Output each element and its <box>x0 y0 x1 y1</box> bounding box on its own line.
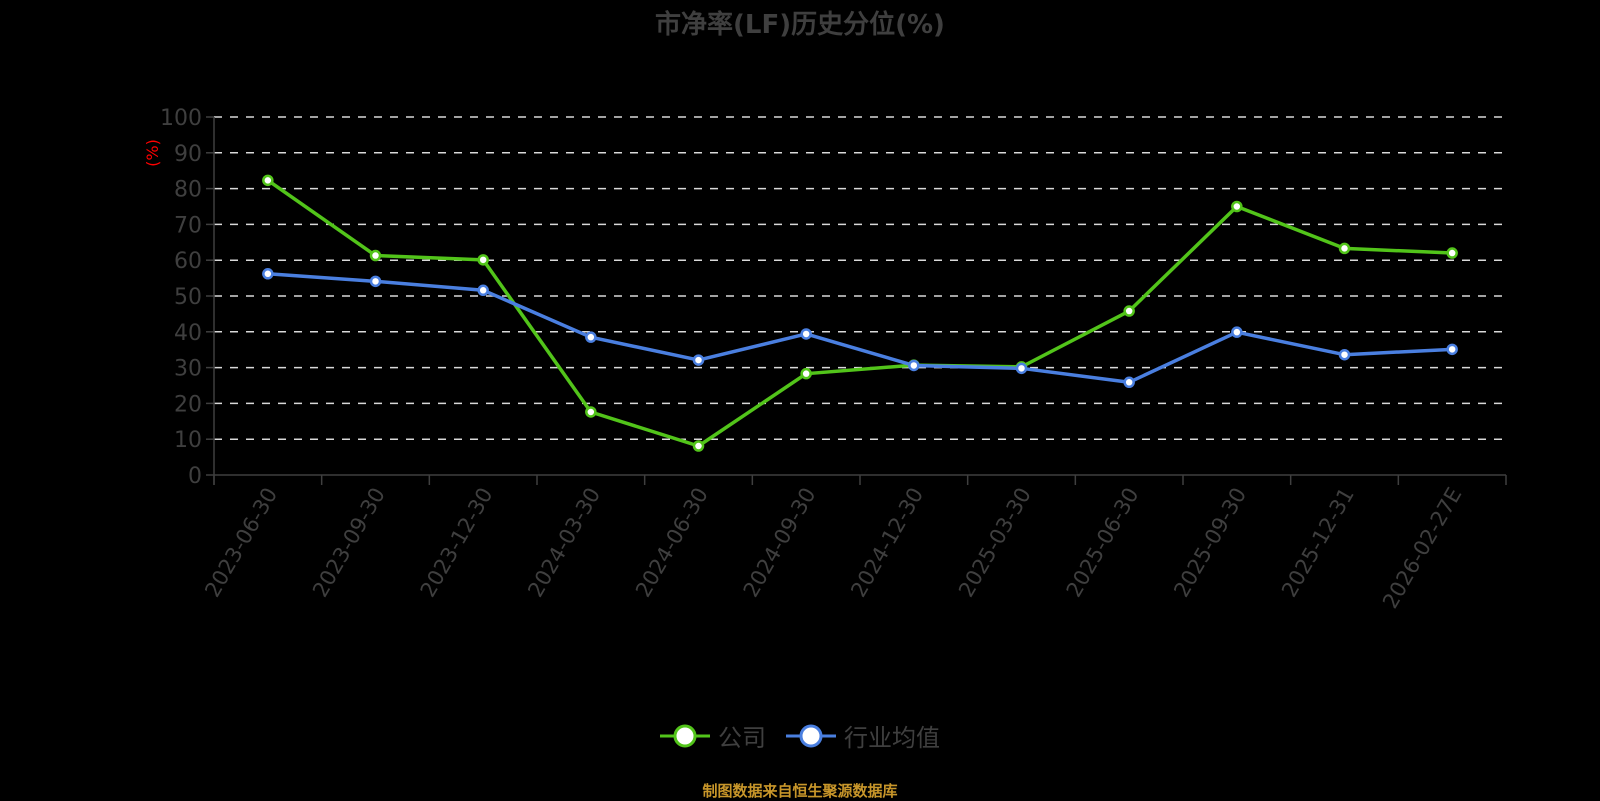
x-tick-label: 2026-02-27E <box>1378 484 1466 613</box>
company-data-point[interactable] <box>1446 247 1458 259</box>
y-tick-label: 20 <box>174 392 202 417</box>
x-tick-label: 2024-03-30 <box>523 484 605 602</box>
y-tick-label: 30 <box>174 357 202 382</box>
x-tick-label: 2024-06-30 <box>631 484 713 602</box>
x-tick-label: 2023-12-30 <box>416 484 498 602</box>
industry-line <box>267 272 1453 385</box>
industry-data-point[interactable] <box>477 284 489 297</box>
company-data-point[interactable] <box>262 174 274 187</box>
y-tick-label: 10 <box>174 428 202 453</box>
line-chart: 0 10 20 30 40 50 60 70 80 90 100 (%) 2023-06-30 2023-… <box>143 106 1507 613</box>
y-tick-label: 80 <box>174 178 202 203</box>
y-tick-label: 50 <box>174 285 202 310</box>
y-axis-unit-label: (%) <box>143 139 162 167</box>
x-tick-label: 2025-06-30 <box>1062 484 1144 602</box>
y-tick-label: 0 <box>188 464 202 489</box>
company-data-point[interactable] <box>1231 200 1243 213</box>
data-source-note: 制图数据来自恒生聚源数据库 <box>702 782 898 800</box>
legend-item-company[interactable]: 公司 <box>660 718 766 753</box>
industry-data-point[interactable] <box>1015 362 1028 375</box>
industry-data-point[interactable] <box>908 359 920 372</box>
company-data-point[interactable] <box>1338 242 1351 255</box>
company-line <box>266 178 1453 448</box>
company-data-point[interactable] <box>477 254 489 266</box>
x-tick-label: 2025-03-30 <box>954 484 1036 602</box>
legend-item-industry[interactable]: 行业均值 <box>786 718 940 753</box>
industry-data-point[interactable] <box>692 354 705 366</box>
x-tick-label: 2023-06-30 <box>200 484 282 602</box>
industry-data-point[interactable] <box>262 268 274 280</box>
legend-marker-industry-icon <box>786 724 836 747</box>
chart-title: 市净率(LF)历史分位(%) <box>655 10 945 40</box>
x-tick-label: 2025-12-31 <box>1277 484 1359 602</box>
company-data-point[interactable] <box>692 440 705 452</box>
legend-label-industry: 行业均值 <box>844 724 940 752</box>
industry-data-point[interactable] <box>1338 348 1351 361</box>
y-tick-label: 60 <box>174 249 202 274</box>
company-data-point[interactable] <box>800 367 812 380</box>
industry-data-point[interactable] <box>1446 343 1458 356</box>
y-tick-label: 70 <box>174 213 202 238</box>
industry-data-point[interactable] <box>369 275 382 288</box>
industry-data-point[interactable] <box>585 331 597 343</box>
industry-data-point[interactable] <box>1231 326 1243 338</box>
x-tick-label: 2024-12-30 <box>846 484 928 602</box>
company-data-point[interactable] <box>1123 305 1135 317</box>
y-tick-label: 40 <box>174 321 202 346</box>
y-tick-label: 90 <box>174 142 202 167</box>
x-tick-label: 2024-09-30 <box>739 484 821 602</box>
company-data-point[interactable] <box>369 249 382 262</box>
x-tick-label: 2025-09-30 <box>1169 484 1251 602</box>
x-tick-label: 2023-09-30 <box>308 484 390 602</box>
legend-marker-company-icon <box>660 724 710 747</box>
y-tick-label: 100 <box>160 106 202 131</box>
company-data-point[interactable] <box>585 406 597 418</box>
legend: 公司 行业均值 <box>0 718 1600 753</box>
industry-data-point[interactable] <box>1123 376 1135 389</box>
industry-data-point[interactable] <box>800 328 812 340</box>
legend-label-company: 公司 <box>718 724 766 752</box>
